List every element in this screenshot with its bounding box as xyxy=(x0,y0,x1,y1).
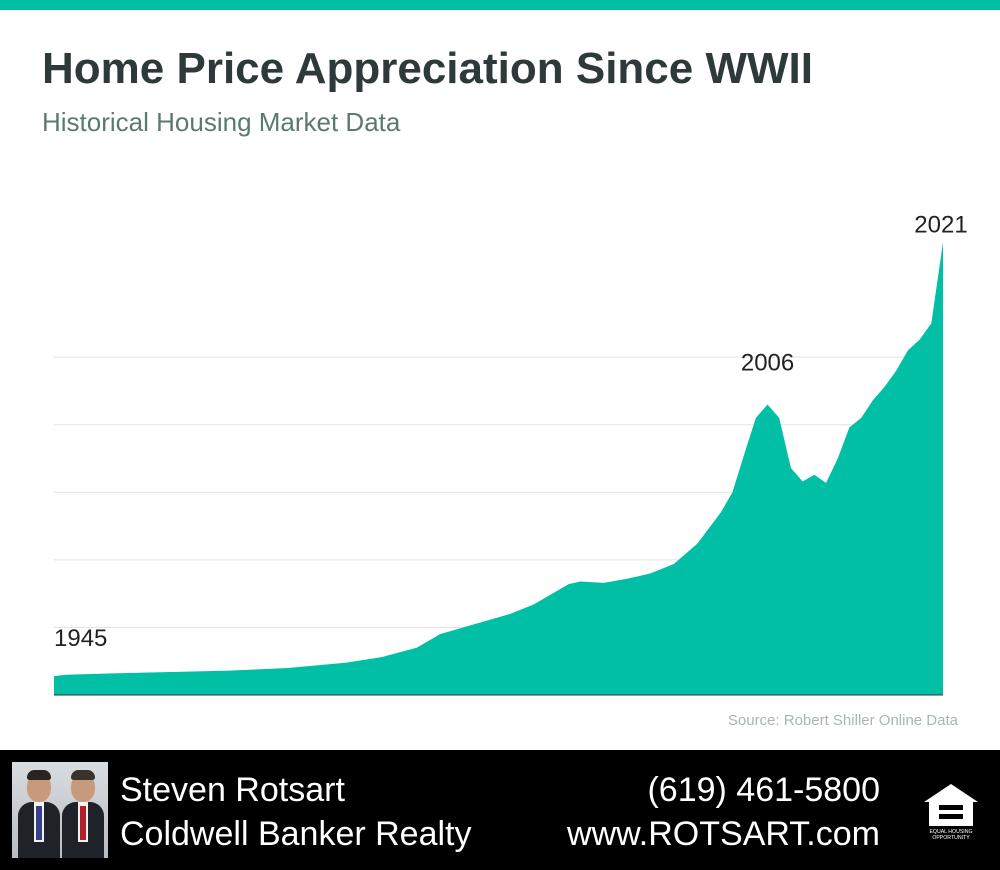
agent-footer: Steven Rotsart Coldwell Banker Realty (6… xyxy=(0,750,1000,870)
equal-housing-opportunity-icon: EQUAL HOUSING OPPORTUNITY xyxy=(924,784,978,841)
annotation-label-1945: 1945 xyxy=(54,625,107,652)
eho-text-line2: OPPORTUNITY xyxy=(932,835,970,841)
price-area-series xyxy=(54,242,943,695)
annotation-labels: 1945 2006 2021 xyxy=(54,211,968,652)
source-note: Source: Robert Shiller Online Data xyxy=(727,712,958,729)
chart-title: Home Price Appreciation Since WWII xyxy=(42,44,813,93)
chart-subtitle: Historical Housing Market Data xyxy=(42,107,401,137)
agent-figure-right xyxy=(62,770,104,858)
eho-text-line1: EQUAL HOUSING xyxy=(929,829,972,835)
agent-website[interactable]: www.ROTSART.com xyxy=(567,815,880,853)
home-price-chart: 1945 2006 2021 xyxy=(54,211,968,696)
annotation-label-2006: 2006 xyxy=(741,349,794,376)
annotation-label-2021: 2021 xyxy=(914,211,967,238)
agent-phone[interactable]: (619) 461-5800 xyxy=(647,771,880,809)
agent-name: Steven Rotsart xyxy=(120,771,345,809)
top-accent-bar xyxy=(0,0,1000,10)
agent-photo xyxy=(12,762,108,858)
agent-figure-left xyxy=(18,770,60,858)
agent-company: Coldwell Banker Realty xyxy=(120,815,472,853)
